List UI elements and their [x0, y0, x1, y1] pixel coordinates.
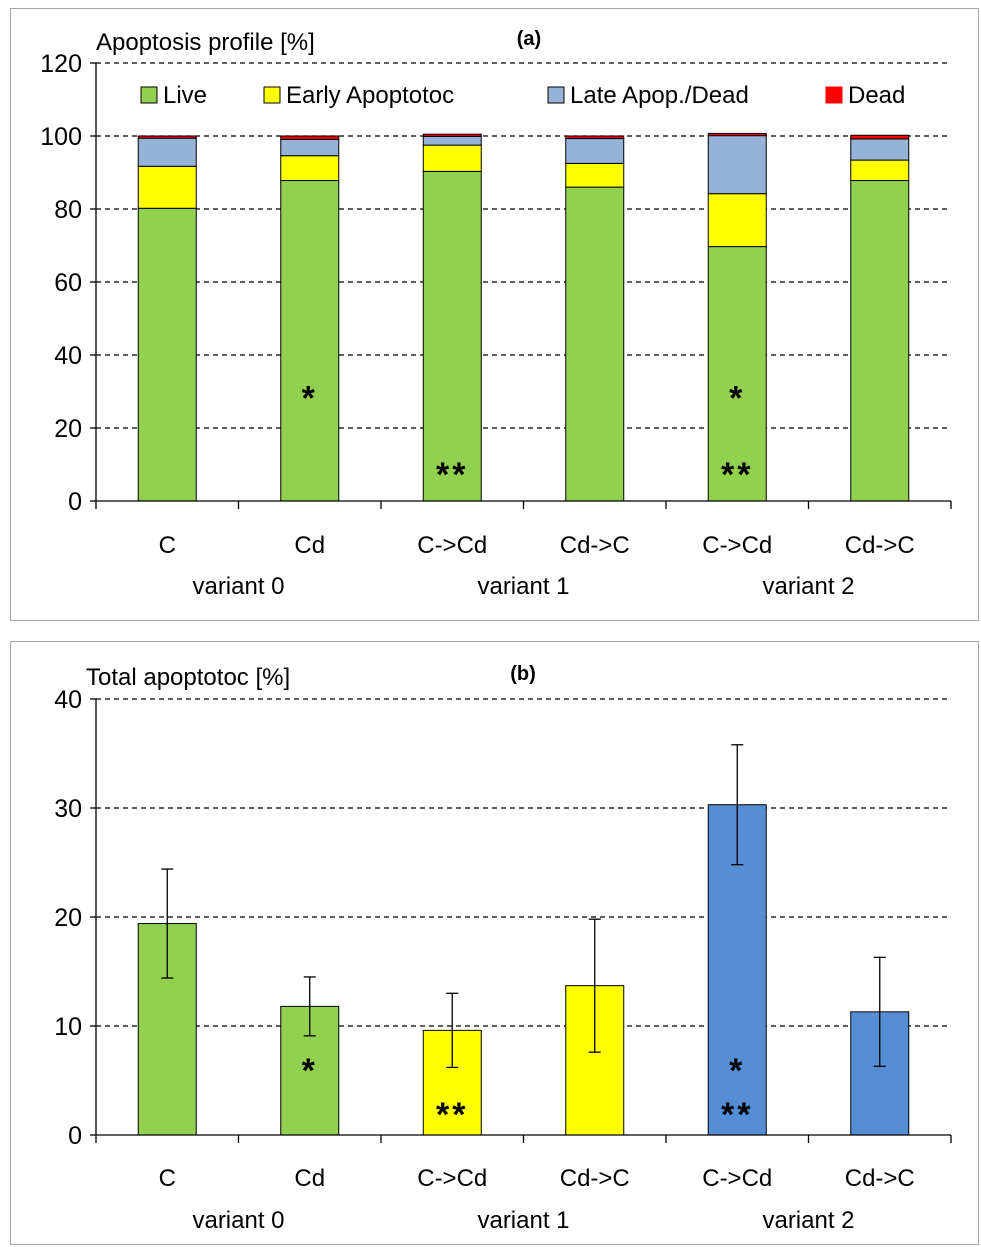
chart-a-y-tick-label: 60	[54, 269, 82, 297]
chart-a-category-label: Cd->C	[560, 532, 630, 559]
chart-b-group-label: variant 0	[192, 1207, 284, 1234]
chart-b-category-label: Cd	[294, 1165, 325, 1192]
chart-b-y-tick-label: 40	[54, 686, 82, 714]
chart-a-significance-mark: **	[436, 456, 468, 494]
chart-a-bar-segment	[850, 138, 910, 161]
chart-a-significance-mark: *	[729, 380, 745, 418]
chart-a-bar-segment	[137, 137, 197, 167]
chart-a-legend-swatch	[263, 86, 281, 104]
chart-a-category-label: Cd->C	[845, 532, 915, 559]
chart-a-category-label: Cd	[294, 532, 325, 559]
chart-a-group-label: variant 1	[477, 573, 569, 600]
chart-a-y-tick-label: 100	[40, 123, 82, 151]
chart-a-category-label: C->Cd	[417, 532, 487, 559]
chart-b-category-label: Cd->C	[845, 1165, 915, 1192]
chart-a-panel-label: (a)	[517, 28, 541, 50]
chart-a-group-label: variant 0	[192, 573, 284, 600]
chart-a-bar-segment	[280, 135, 340, 140]
chart-a-y-tick-label: 80	[54, 196, 82, 224]
chart-panel-b: 0 10 20 30 40 * ** * ** C Cd C->Cd Cd->C C->Cd Cd->C va…	[10, 641, 979, 1245]
chart-a-bar-segment	[707, 193, 767, 248]
chart-a-bar-segment	[137, 207, 197, 502]
chart-a-bar-segment	[850, 134, 910, 140]
chart-b-category-label: C->Cd	[702, 1165, 772, 1192]
chart-a-bar-segment	[707, 135, 767, 195]
chart-a-bar-segment	[280, 138, 340, 157]
chart-a-category-label: C->Cd	[702, 532, 772, 559]
chart-b-y-tick-label: 0	[68, 1122, 82, 1150]
chart-a-bar-segment	[137, 165, 197, 209]
chart-a-ylabel-background	[86, 26, 376, 58]
chart-b-significance-mark: **	[721, 1096, 753, 1134]
chart-b-y-tick-label: 10	[54, 1013, 82, 1041]
chart-a-significance-mark: **	[721, 456, 753, 494]
chart-a-bar-segment	[707, 132, 767, 137]
chart-a-y-tick-label: 40	[54, 342, 82, 370]
chart-b-panel-label: (b)	[510, 663, 536, 685]
chart-a-bar-segment	[422, 135, 482, 146]
chart-a-y-tick-label: 0	[68, 488, 82, 516]
chart-a-legend-label: Early Apoptotoc	[286, 82, 454, 109]
chart-b-category-label: C->Cd	[417, 1165, 487, 1192]
chart-b-y-tick-label: 20	[54, 904, 82, 932]
chart-a-bar-segment	[565, 135, 625, 140]
chart-a-bar-segment	[850, 180, 910, 502]
chart-b-y-tick-label: 30	[54, 795, 82, 823]
chart-b-ylabel-background	[86, 661, 356, 693]
chart-a-bar-segment	[565, 162, 625, 188]
chart-b-significance-mark: *	[302, 1052, 318, 1090]
chart-a-bar-segment	[850, 159, 910, 182]
chart-a-category-label: C	[159, 532, 176, 559]
chart-a-legend-label: Live	[163, 82, 207, 109]
chart-a-bar-segment	[422, 170, 482, 502]
chart-a-legend-swatch	[140, 86, 158, 104]
chart-b-category-label: C	[159, 1165, 176, 1192]
chart-a-bar-segment	[422, 144, 482, 172]
chart-a-bar-segment	[280, 155, 340, 182]
chart-b-group-label: variant 2	[762, 1207, 854, 1234]
chart-a-y-tick-label: 120	[40, 50, 82, 78]
chart-a-significance-mark: *	[302, 380, 318, 418]
chart-b-group-label: variant 1	[477, 1207, 569, 1234]
chart-a-legend-swatch	[547, 86, 565, 104]
chart-a-bar-segment	[422, 133, 482, 137]
chart-a-bar-segment	[280, 180, 340, 502]
chart-panel-a: 0 20 40 60 80 100 120 * ** * ** C Cd C->Cd Cd->C C->Cd C…	[10, 8, 979, 621]
chart-b-category-label: Cd->C	[560, 1165, 630, 1192]
chart-a-legend-swatch	[825, 86, 843, 104]
chart-a-y-tick-label: 20	[54, 415, 82, 443]
chart-a-legend-label: Dead	[848, 82, 905, 109]
chart-b-ylabel: Total apoptotoc [%]	[86, 664, 290, 691]
chart-a-bar-segment	[707, 246, 767, 502]
chart-b-significance-mark: **	[436, 1096, 468, 1134]
chart-a-legend-label: Late Apop./Dead	[570, 82, 749, 109]
chart-a-bar-segment	[137, 135, 197, 139]
chart-a-bar-segment	[565, 138, 625, 164]
chart-a-bar-segment	[565, 186, 625, 502]
chart-a-ylabel: Apoptosis profile [%]	[96, 29, 315, 56]
chart-b-significance-mark: *	[729, 1052, 745, 1090]
chart-a-group-label: variant 2	[762, 573, 854, 600]
